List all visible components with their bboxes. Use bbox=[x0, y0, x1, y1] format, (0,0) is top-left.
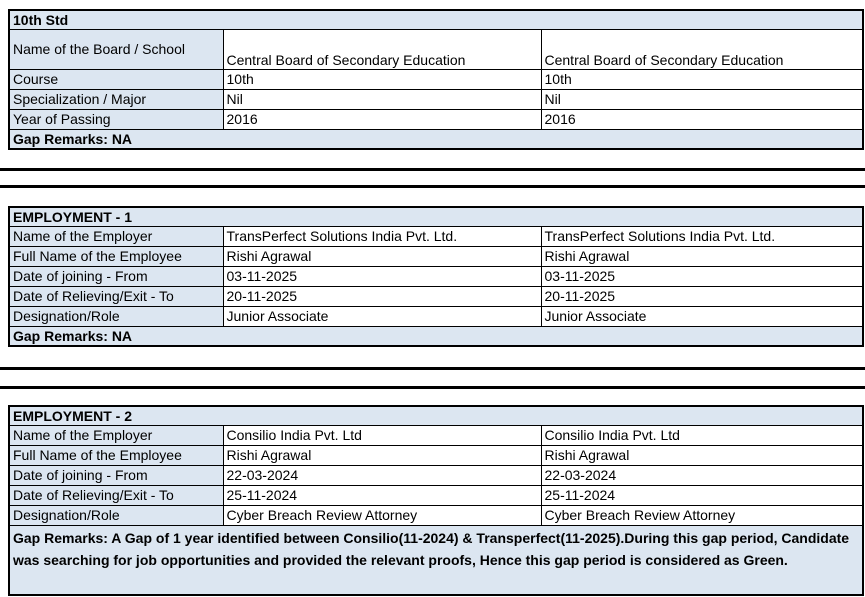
value-cell-1: 20-11-2025 bbox=[222, 285, 542, 307]
value-cell-1: 22-03-2024 bbox=[222, 464, 542, 486]
value-cell-2: 03-11-2025 bbox=[540, 265, 864, 287]
row-label-cell: Full Name of the Employee bbox=[8, 444, 224, 466]
value-cell-2: Nil bbox=[540, 88, 864, 110]
value-cell-2: 2016 bbox=[540, 108, 864, 130]
value-cell-2: Junior Associate bbox=[540, 305, 864, 327]
table-row: Date of Relieving/Exit - To 20-11-2025 2… bbox=[8, 285, 864, 307]
row-label-cell: Name of the Employer bbox=[8, 424, 224, 446]
employment-1-table: EMPLOYMENT - 1 Name of the Employer Tran… bbox=[8, 206, 865, 347]
value-cell-1: Consilio India Pvt. Ltd bbox=[222, 424, 542, 446]
row-label-cell: Designation/Role bbox=[8, 305, 224, 327]
value-cell-2: TransPerfect Solutions India Pvt. Ltd. bbox=[540, 225, 864, 247]
table-row: Course 10th 10th bbox=[8, 68, 864, 90]
separator-line bbox=[0, 386, 865, 389]
value-cell-1: 25-11-2024 bbox=[222, 484, 542, 506]
row-label-cell: Course bbox=[8, 68, 224, 90]
value-cell-2: Rishi Agrawal bbox=[540, 444, 864, 466]
value-cell-2: 10th bbox=[540, 68, 864, 90]
value-cell-1: 10th bbox=[222, 68, 542, 90]
section-title: 10th Std bbox=[8, 9, 864, 30]
table-row: EMPLOYMENT - 1 bbox=[8, 206, 864, 227]
row-label-cell: Specialization / Major bbox=[8, 88, 224, 110]
table-row: Gap Remarks: NA bbox=[8, 325, 864, 347]
value-cell-1: TransPerfect Solutions India Pvt. Ltd. bbox=[222, 225, 542, 247]
table-row: Name of the Employer TransPerfect Soluti… bbox=[8, 225, 864, 247]
table-row: Specialization / Major Nil Nil bbox=[8, 88, 864, 110]
row-label-cell: Full Name of the Employee bbox=[8, 245, 224, 267]
table-row: Date of joining - From 22-03-2024 22-03-… bbox=[8, 464, 864, 486]
table-row: Full Name of the Employee Rishi Agrawal … bbox=[8, 444, 864, 466]
table-row: Designation/Role Cyber Breach Review Att… bbox=[8, 504, 864, 526]
separator-line bbox=[0, 367, 865, 370]
value-cell-1: Rishi Agrawal bbox=[222, 245, 542, 267]
table-row: Name of the Employer Consilio India Pvt.… bbox=[8, 424, 864, 446]
table-row: Year of Passing 2016 2016 bbox=[8, 108, 864, 130]
section-title: EMPLOYMENT - 1 bbox=[8, 206, 864, 227]
value-cell-2: Rishi Agrawal bbox=[540, 245, 864, 267]
separator-line bbox=[0, 185, 865, 188]
value-cell-1: 2016 bbox=[222, 108, 542, 130]
row-label-cell: Name of the Board / School bbox=[8, 28, 224, 70]
table-row: Full Name of the Employee Rishi Agrawal … bbox=[8, 245, 864, 267]
value-cell-2: Consilio India Pvt. Ltd bbox=[540, 424, 864, 446]
table-row: 10th Std bbox=[8, 9, 864, 30]
table-row: Name of the Board / School Central Board… bbox=[8, 28, 864, 70]
value-cell-1: 03-11-2025 bbox=[222, 265, 542, 287]
row-label-cell: Date of Relieving/Exit - To bbox=[8, 285, 224, 307]
value-cell-2: 25-11-2024 bbox=[540, 484, 864, 506]
value-cell-2: 20-11-2025 bbox=[540, 285, 864, 307]
row-label-cell: Designation/Role bbox=[8, 504, 224, 526]
value-cell-2: Cyber Breach Review Attorney bbox=[540, 504, 864, 526]
value-cell-2: Central Board of Secondary Education bbox=[540, 28, 864, 70]
table-row: Date of joining - From 03-11-2025 03-11-… bbox=[8, 265, 864, 287]
row-label-cell: Year of Passing bbox=[8, 108, 224, 130]
row-label-cell: Date of Relieving/Exit - To bbox=[8, 484, 224, 506]
table-row: Date of Relieving/Exit - To 25-11-2024 2… bbox=[8, 484, 864, 506]
row-label-cell: Name of the Employer bbox=[8, 225, 224, 247]
value-cell-1: Cyber Breach Review Attorney bbox=[222, 504, 542, 526]
gap-remarks-cell: Gap Remarks: NA bbox=[8, 325, 864, 347]
education-10th-table: 10th Std Name of the Board / School Cent… bbox=[8, 9, 864, 150]
separator-line bbox=[0, 168, 865, 171]
row-label-cell: Date of joining - From bbox=[8, 265, 224, 287]
value-cell-1: Central Board of Secondary Education bbox=[222, 28, 542, 70]
employment-2-table: EMPLOYMENT - 2 Name of the Employer Cons… bbox=[8, 405, 865, 596]
value-cell-1: Rishi Agrawal bbox=[222, 444, 542, 466]
value-cell-2: 22-03-2024 bbox=[540, 464, 864, 486]
gap-remarks-cell: Gap Remarks: NA bbox=[8, 128, 864, 150]
table-row: EMPLOYMENT - 2 bbox=[8, 405, 864, 426]
row-label-cell: Date of joining - From bbox=[8, 464, 224, 486]
table-row: Designation/Role Junior Associate Junior… bbox=[8, 305, 864, 327]
section-title: EMPLOYMENT - 2 bbox=[8, 405, 864, 426]
table-row: Gap Remarks: A Gap of 1 year identified … bbox=[8, 524, 864, 596]
value-cell-1: Junior Associate bbox=[222, 305, 542, 327]
value-cell-1: Nil bbox=[222, 88, 542, 110]
table-row: Gap Remarks: NA bbox=[8, 128, 864, 150]
gap-remarks-cell: Gap Remarks: A Gap of 1 year identified … bbox=[8, 524, 864, 596]
